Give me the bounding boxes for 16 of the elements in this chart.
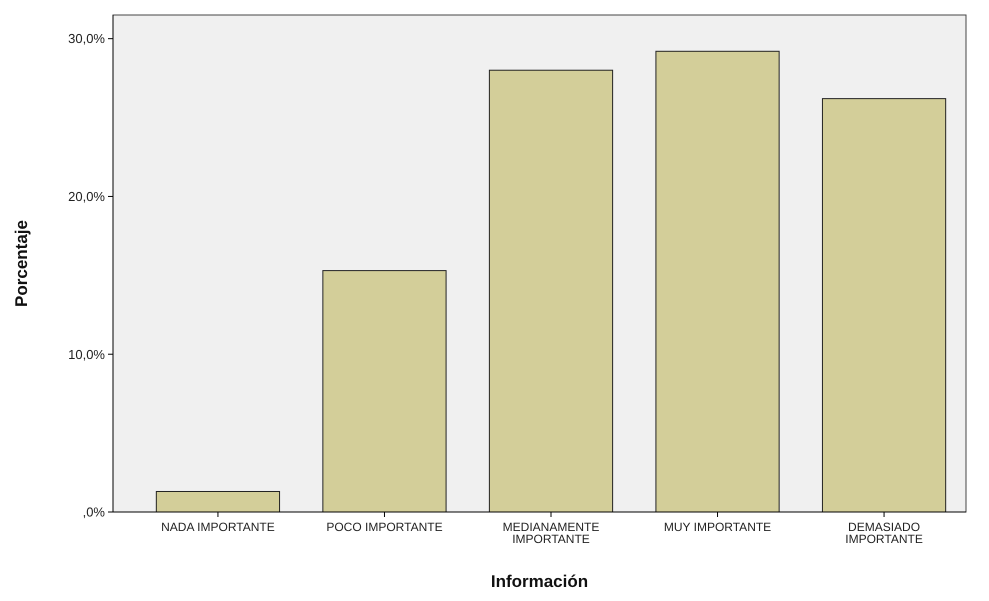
bar — [322, 270, 447, 512]
y-tick-label: ,0% — [82, 504, 106, 520]
y-tick-label: 20,0% — [68, 188, 106, 204]
x-tick-label: POCO IMPORTANTE — [326, 520, 443, 534]
bar — [655, 50, 780, 512]
x-tick-label: MUY IMPORTANTE — [664, 520, 772, 534]
y-tick-label: 10,0% — [68, 346, 106, 362]
bar — [822, 98, 946, 512]
bar — [156, 490, 280, 512]
x-tick-label: NADA IMPORTANTE — [161, 520, 275, 534]
x-axis-title: Información — [490, 572, 588, 591]
y-axis-title: Porcentaje — [12, 220, 31, 307]
y-tick-label: 30,0% — [68, 31, 106, 46]
x-tick-label: DEMASIADO IMPORTANTE — [845, 520, 923, 546]
x-tick-label: MEDIANAMENTE IMPORTANTE — [502, 520, 600, 546]
bar — [488, 70, 614, 512]
